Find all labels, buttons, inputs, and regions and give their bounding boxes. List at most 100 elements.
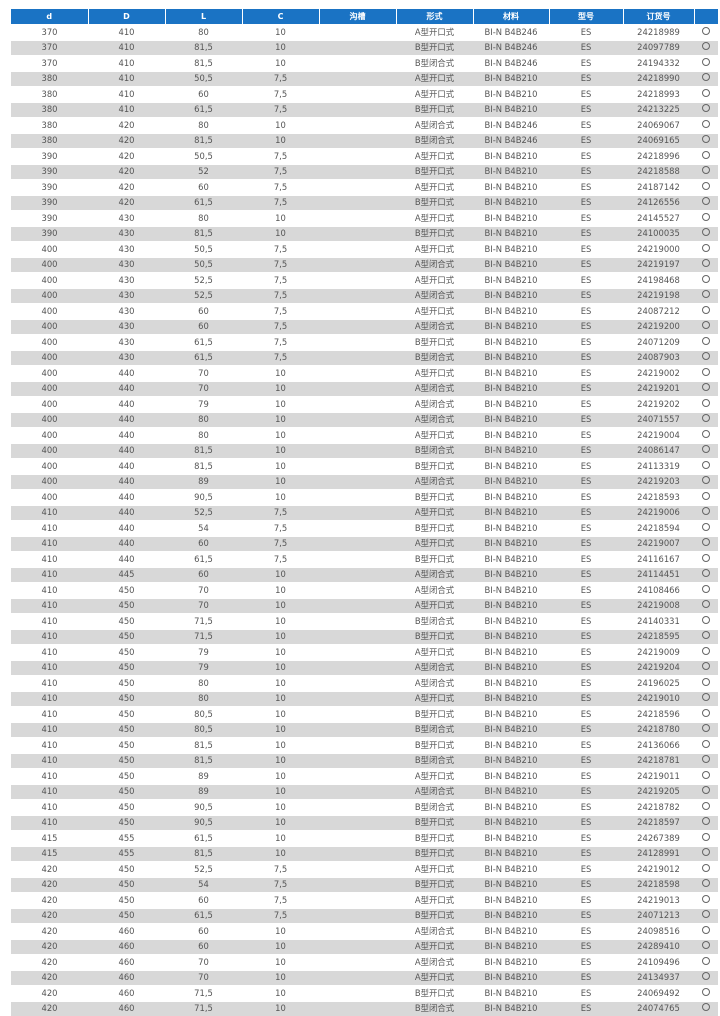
cell-col-model: ES: [549, 180, 623, 196]
cell-col-C: 10: [242, 598, 319, 614]
cell-col-model: ES: [549, 521, 623, 537]
cell-col-type: A型闭合式: [396, 567, 473, 583]
cell-col-L: 61,5: [165, 335, 242, 351]
cell-col-type: A型开口式: [396, 366, 473, 382]
cell-col-material: BI-N B4B210: [473, 645, 549, 661]
cell-col-type: A型闭合式: [396, 319, 473, 335]
cell-col-material: BI-N B4B210: [473, 614, 549, 630]
cell-col-L: 61,5: [165, 908, 242, 924]
cell-col-order-no: 24219012: [623, 862, 694, 878]
cell-col-L: 60: [165, 567, 242, 583]
cell-col-C: 7,5: [242, 335, 319, 351]
cell-col-marker: [694, 862, 718, 878]
cell-col-d: 400: [11, 459, 88, 475]
cell-col-d: 410: [11, 691, 88, 707]
circle-outline-icon: [702, 802, 710, 810]
cell-col-marker: [694, 25, 718, 41]
cell-col-marker: [694, 381, 718, 397]
cell-col-L: 61,5: [165, 552, 242, 568]
cell-col-d: 420: [11, 877, 88, 893]
cell-col-marker: [694, 676, 718, 692]
circle-outline-icon: [702, 538, 710, 546]
cell-col-groove: [319, 102, 396, 118]
cell-col-marker: [694, 986, 718, 1002]
cell-col-d: 400: [11, 273, 88, 289]
cell-col-C: 10: [242, 924, 319, 940]
cell-col-material: BI-N B4B246: [473, 25, 549, 41]
cell-col-C: 10: [242, 428, 319, 444]
cell-col-order-no: 24219009: [623, 645, 694, 661]
cell-col-d: 420: [11, 862, 88, 878]
cell-col-L: 60: [165, 939, 242, 955]
cell-col-groove: [319, 908, 396, 924]
cell-col-marker: [694, 490, 718, 506]
circle-outline-icon: [702, 1003, 710, 1011]
cell-col-D: 460: [88, 939, 165, 955]
cell-col-type: A型开口式: [396, 304, 473, 320]
cell-col-d: 410: [11, 660, 88, 676]
cell-col-model: ES: [549, 350, 623, 366]
circle-outline-icon: [702, 740, 710, 748]
cell-col-d: 380: [11, 71, 88, 87]
cell-col-groove: [319, 443, 396, 459]
cell-col-L: 61,5: [165, 102, 242, 118]
cell-col-D: 430: [88, 304, 165, 320]
cell-col-marker: [694, 846, 718, 862]
cell-col-type: B型闭合式: [396, 443, 473, 459]
cell-col-marker: [694, 955, 718, 971]
circle-outline-icon: [702, 197, 710, 205]
cell-col-C: 10: [242, 397, 319, 413]
cell-col-groove: [319, 877, 396, 893]
cell-col-order-no: 24113319: [623, 459, 694, 475]
cell-col-order-no: 24097789: [623, 40, 694, 56]
cell-col-type: A型开口式: [396, 598, 473, 614]
cell-col-material: BI-N B4B210: [473, 273, 549, 289]
cell-col-type: A型开口式: [396, 273, 473, 289]
cell-col-D: 410: [88, 40, 165, 56]
cell-col-C: 10: [242, 490, 319, 506]
circle-outline-icon: [702, 724, 710, 732]
cell-col-marker: [694, 505, 718, 521]
cell-col-C: 10: [242, 567, 319, 583]
cell-col-order-no: 24267389: [623, 831, 694, 847]
cell-col-order-no: 24140331: [623, 614, 694, 630]
cell-col-material: BI-N B4B210: [473, 505, 549, 521]
cell-col-model: ES: [549, 536, 623, 552]
circle-outline-icon: [702, 73, 710, 81]
cell-col-d: 410: [11, 800, 88, 816]
cell-col-marker: [694, 753, 718, 769]
cell-col-C: 7,5: [242, 304, 319, 320]
cell-col-L: 79: [165, 645, 242, 661]
cell-col-groove: [319, 319, 396, 335]
cell-col-C: 10: [242, 986, 319, 1002]
cell-col-order-no: 24218990: [623, 71, 694, 87]
cell-col-d: 420: [11, 1001, 88, 1016]
cell-col-material: BI-N B4B210: [473, 707, 549, 723]
cell-col-C: 10: [242, 443, 319, 459]
cell-col-groove: [319, 521, 396, 537]
cell-col-marker: [694, 257, 718, 273]
circle-outline-icon: [702, 600, 710, 608]
cell-col-groove: [319, 366, 396, 382]
cell-col-D: 450: [88, 815, 165, 831]
cell-col-order-no: 24071209: [623, 335, 694, 351]
cell-col-C: 7,5: [242, 242, 319, 258]
cell-col-groove: [319, 970, 396, 986]
cell-col-C: 10: [242, 118, 319, 134]
cell-col-D: 430: [88, 226, 165, 242]
cell-col-marker: [694, 87, 718, 103]
cell-col-groove: [319, 645, 396, 661]
cell-col-type: A型开口式: [396, 149, 473, 165]
cell-col-groove: [319, 831, 396, 847]
cell-col-groove: [319, 226, 396, 242]
cell-col-type: B型开口式: [396, 815, 473, 831]
